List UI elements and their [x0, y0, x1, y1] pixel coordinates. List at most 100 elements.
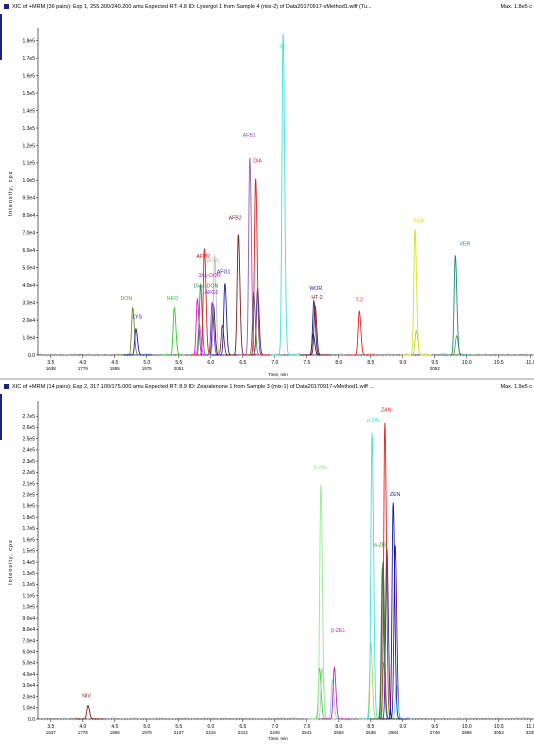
y-axis-title: Intensity, cps	[8, 171, 14, 217]
peak-trace-afb2	[226, 235, 255, 355]
y-tick-label: 2.4e5	[22, 448, 35, 454]
peak-trace-lys	[123, 329, 152, 355]
y-tick-label: 2.3e5	[22, 459, 35, 465]
peak-label: ENB	[413, 218, 424, 224]
y-tick-label: 1.2e5	[22, 582, 35, 588]
y-tick-label: 1.6e5	[22, 537, 35, 543]
scan-number-label: 1865	[110, 730, 121, 735]
peak-label: α-ZAL	[367, 418, 381, 424]
y-tick-label: 9.0e4	[22, 196, 35, 202]
peak-label: NIV	[82, 694, 91, 700]
scan-number-label: 1637	[46, 730, 57, 735]
peak-label: VER	[460, 242, 471, 248]
y-tick-label: 1.0e5	[22, 178, 35, 184]
y-tick-label: 2.7e5	[22, 414, 35, 420]
peak-label: AFB2	[229, 216, 242, 222]
y-tick-label: 6.0e4	[22, 650, 35, 656]
scan-number-label: 2216	[206, 730, 217, 735]
y-tick-label: 5.0e4	[22, 661, 35, 667]
y-tick-label: 9.0e4	[22, 616, 35, 622]
scan-number-label: 2866	[462, 730, 473, 735]
chromatogram-plot-bottom: 2.7e5 2.6e5 2.5e5 2.4e5 2.3e5 2.2e5 2.1e5 2.0e5…	[0, 380, 534, 753]
x-tick-label: 10.0	[462, 360, 472, 366]
y-tick-label: 8.0e4	[22, 627, 35, 633]
peak-trace-neo	[162, 308, 191, 355]
scan-number-label: 1975	[142, 366, 153, 371]
y-tick-label: 8.0e4	[22, 213, 35, 219]
y-tick-label: 7.0e4	[22, 638, 35, 644]
peak-label: AFB1	[243, 133, 256, 139]
scan-number-label: 2638	[366, 730, 377, 735]
x-tick-label: 8.0	[335, 360, 342, 366]
peak-trace-rc	[270, 34, 299, 355]
peak-label: NEO	[167, 296, 178, 302]
y-tick-label: 1.6e5	[22, 73, 35, 79]
peak-trace-ver	[442, 255, 471, 355]
y-tick-label: 1.0e5	[22, 605, 35, 611]
scan-number-label: 1779	[78, 366, 89, 371]
y-tick-label: 2.1e5	[22, 481, 35, 487]
y-tick-label: 1.3e5	[22, 571, 35, 577]
y-tick-label: 1.2e5	[22, 143, 35, 149]
peak-trace-β-zel	[322, 667, 351, 719]
y-tick-label: 5.0e4	[22, 266, 35, 272]
y-tick-label: 2.5e5	[22, 436, 35, 442]
peak-label: WOR	[309, 286, 322, 292]
x-tick-label: 6.5	[239, 360, 246, 366]
y-tick-label: 1.8e5	[22, 515, 35, 521]
chromatogram-panel-bottom: XIC of +MRM (14 pairs): Exp 2, 317.100/1…	[0, 380, 534, 753]
scan-number-label: 2051	[174, 366, 185, 371]
y-tick-label: 1.0e4	[22, 706, 35, 712]
y-tick-label: 1.5e5	[22, 91, 35, 97]
peak-trace-t-2	[346, 311, 375, 355]
x-tick-label: 8.5	[367, 360, 374, 366]
x-tick-label: 9.0	[399, 360, 406, 366]
scan-number-label: 2312	[238, 730, 249, 735]
scan-number-label: 2107	[174, 730, 185, 735]
scan-number-label: 2684	[388, 730, 399, 735]
peak-label: RC	[279, 45, 287, 51]
y-tick-label: 2.6e5	[22, 425, 35, 431]
x-tick-label: 7.0	[271, 360, 278, 366]
y-tick-label: 4.0e4	[22, 672, 35, 678]
scan-number-label: 2052	[430, 366, 441, 371]
y-tick-label: 1.1e5	[22, 161, 35, 167]
scan-number-label: 1638	[46, 366, 57, 371]
peak-label: T-2	[356, 298, 364, 304]
peak-trace-enb	[402, 229, 431, 355]
peak-label: AFG1	[217, 269, 231, 275]
scan-number-label: 3053	[494, 730, 505, 735]
y-tick-label: 6.0e4	[22, 248, 35, 254]
y-tick-label: 1.5e5	[22, 549, 35, 555]
x-tick-label: 9.0	[399, 724, 406, 730]
peak-trace-niv	[75, 706, 104, 719]
y-tick-label: 1.9e5	[22, 504, 35, 510]
y-tick-label: 1.7e5	[22, 56, 35, 62]
y-tick-label: 1.4e5	[22, 560, 35, 566]
peak-label: β-ZAL	[314, 465, 328, 471]
y-tick-label: 7.0e4	[22, 231, 35, 237]
peak-trace-zan	[372, 423, 401, 719]
scan-number-label: 2749	[430, 730, 441, 735]
scan-number-label: 2541	[302, 730, 313, 735]
x-tick-label: 10.5	[494, 360, 504, 366]
peak-label: 15Ac-DON	[193, 284, 218, 290]
peak-label: ZEN	[390, 492, 401, 498]
peak-trace-β-zal	[308, 485, 337, 719]
y-tick-label: 1.4e5	[22, 108, 35, 114]
y-tick-label: 0.0	[28, 353, 35, 359]
y-tick-label: 1.3e5	[22, 126, 35, 132]
scan-number-label: 2592	[334, 730, 345, 735]
y-tick-label: 2.2e5	[22, 470, 35, 476]
x-tick-label: 6.0	[207, 360, 214, 366]
x-axis-title: Time, min	[268, 372, 288, 377]
x-axis-title: Time, min	[268, 736, 288, 741]
y-tick-label: 1.1e5	[22, 593, 35, 599]
y-tick-label: 0.0	[28, 717, 35, 723]
scan-number-label: 1778	[78, 730, 89, 735]
peak-label: AFM1	[206, 258, 220, 264]
chromatogram-panel-top: XIC of +MRM (36 pairs): Exp 1, 255.300/2…	[0, 0, 534, 378]
minor-peak-trace	[300, 334, 329, 355]
y-tick-label: 2.0e5	[22, 493, 35, 499]
y-tick-label: 3.0e4	[22, 683, 35, 689]
